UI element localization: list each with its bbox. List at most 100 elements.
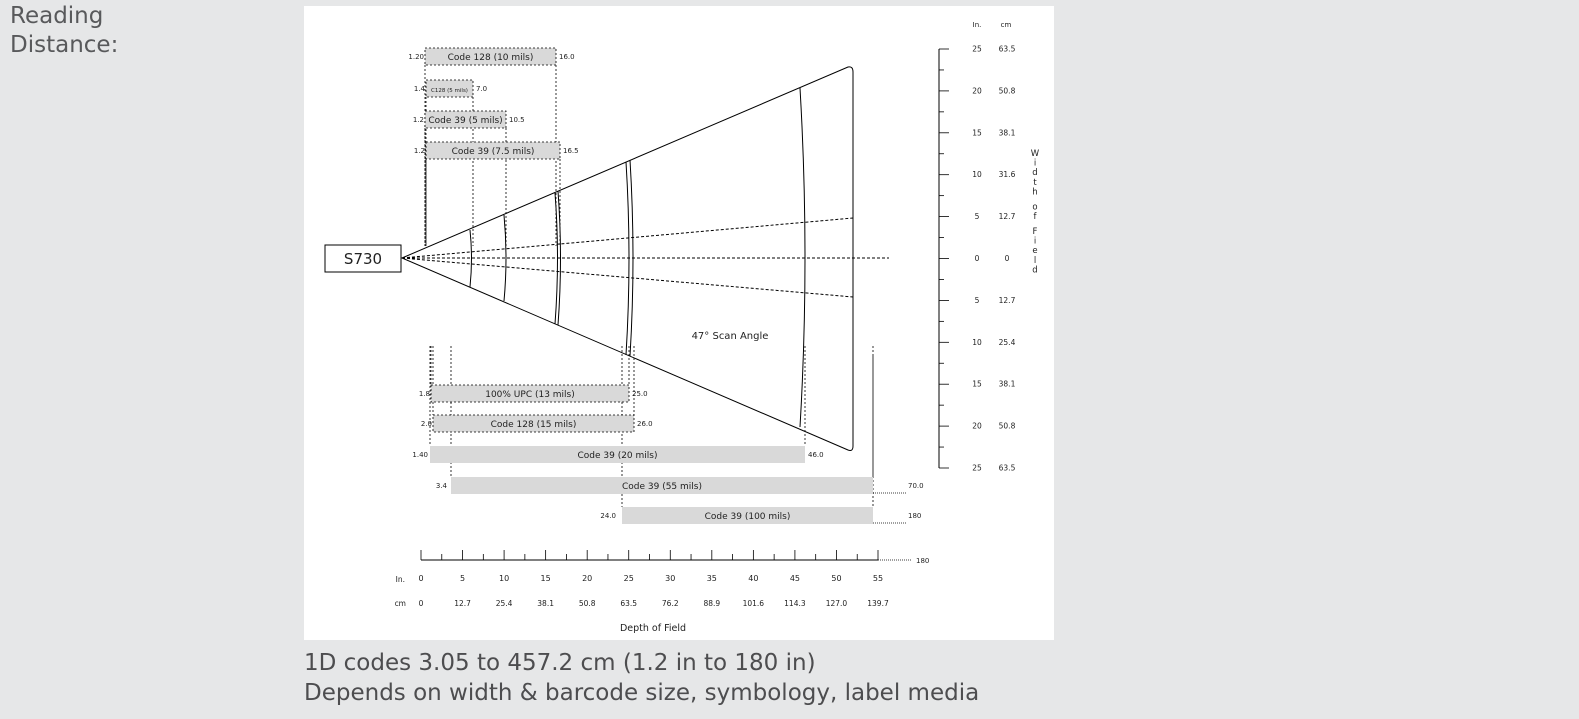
width-tick-label-in: 15 [972, 380, 982, 389]
range-min-value: 3.4 [436, 482, 448, 490]
range-max-value: 180 [908, 512, 921, 520]
range-arc [503, 214, 507, 302]
range-bar-label: Code 128 (15 mils) [491, 420, 577, 430]
range-max-value: 10.5 [509, 116, 525, 124]
range-bar-label: Code 128 (10 mils) [448, 53, 534, 63]
range-bar-label: Code 39 (55 mils) [622, 482, 702, 492]
range-max-value: 25.0 [632, 390, 648, 398]
scan-cone-outline [400, 66, 854, 451]
range-bar [425, 141, 561, 160]
depth-tick-label-in: 30 [665, 574, 675, 583]
width-tick-label-cm: 12.7 [999, 296, 1016, 305]
range-max-value: 46.0 [808, 451, 824, 459]
width-tick-label-in: 25 [972, 464, 982, 473]
range-bar-label: Code 39 (100 mils) [705, 512, 791, 522]
scanner-box [324, 244, 402, 273]
caption-line-1: 1D codes 3.05 to 457.2 cm (1.2 in to 180… [304, 650, 816, 676]
range-bar-label: Code 39 (5 mils) [428, 116, 502, 126]
depth-tick-label-in: 5 [460, 574, 465, 583]
depth-tick-label-in: 25 [624, 574, 634, 583]
depth-tick-label-cm: 88.9 [703, 599, 720, 608]
range-bar-label: Code 39 (20 mils) [577, 451, 657, 461]
range-bar [430, 384, 630, 403]
range-bar [622, 507, 873, 524]
depth-tick-label-in: 45 [790, 574, 800, 583]
range-min-value: 1.2 [413, 116, 424, 124]
width-tick-label-in: 5 [975, 296, 980, 305]
range-arc [629, 159, 634, 357]
range-min-value: 1.8 [419, 390, 430, 398]
depth-tick-label-cm: 76.2 [662, 599, 679, 608]
depth-tick-label-in: 0 [418, 574, 423, 583]
width-tick-label-cm: 63.5 [999, 464, 1016, 473]
cone-inner-line-top [401, 217, 854, 259]
depth-tick-label-in: 55 [873, 574, 883, 583]
width-tick-label-cm: 31.6 [999, 170, 1016, 179]
depth-tick-label-cm: 0 [419, 599, 424, 608]
range-min-value: 1.4 [414, 85, 426, 93]
width-tick-label-cm: 50.8 [999, 86, 1016, 95]
scan-angle-label: 47° Scan Angle [692, 331, 769, 342]
range-arc [554, 192, 558, 325]
depth-axis-end-label: 180 [916, 557, 929, 565]
range-min-value: 24.0 [600, 512, 616, 520]
depth-tick-label-cm: 12.7 [454, 599, 471, 608]
depth-tick-label-cm: 38.1 [537, 599, 554, 608]
range-max-value: 16.5 [563, 147, 579, 155]
depth-tick-label-cm: 101.6 [743, 599, 765, 608]
depth-unit-in: In. [396, 575, 405, 584]
range-bar [424, 110, 507, 129]
label-line-2: Distance: [10, 32, 119, 58]
width-tick-label-cm: 38.1 [999, 128, 1016, 137]
width-tick-label-in: 20 [972, 86, 982, 95]
range-bar-label: C128 (5 mils) [431, 88, 468, 94]
reading-distance-caption: 1D codes 3.05 to 457.2 cm (1.2 in to 180… [304, 648, 979, 708]
width-tick-label-in: 5 [975, 212, 980, 221]
width-tick-label-cm: 50.8 [999, 422, 1016, 431]
range-min-value: 1.40 [412, 451, 428, 459]
caption-line-2: Depends on width & barcode size, symbolo… [304, 680, 980, 706]
width-tick-label-in: 25 [972, 45, 982, 54]
depth-tick-label-in: 40 [748, 574, 758, 583]
depth-unit-cm: cm [395, 599, 406, 608]
range-arc [469, 229, 472, 288]
width-tick-label-cm: 12.7 [999, 212, 1016, 221]
width-tick-label-in: 15 [972, 128, 982, 137]
scanner-label: S730 [344, 250, 382, 268]
width-tick-label-cm: 25.4 [999, 338, 1016, 347]
depth-tick-label-cm: 50.8 [579, 599, 596, 608]
width-tick-label-cm: 38.1 [999, 380, 1016, 389]
width-tick-label-cm: 0 [1005, 254, 1010, 263]
range-max-value: 26.0 [637, 420, 653, 428]
width-tick-label-in: 0 [975, 254, 980, 263]
depth-tick-label-in: 15 [541, 574, 551, 583]
reading-distance-label: Reading Distance: [10, 2, 118, 60]
range-bar [430, 446, 805, 463]
range-bar-label: Code 39 (7.5 mils) [452, 147, 535, 157]
range-bar-label: 100% UPC (13 mils) [485, 390, 575, 400]
range-max-value: 16.0 [559, 53, 575, 61]
depth-tick-label-cm: 127.0 [826, 599, 848, 608]
depth-tick-label-cm: 114.3 [784, 599, 806, 608]
range-arc [799, 87, 806, 428]
width-unit-cm: cm [1001, 21, 1012, 29]
depth-tick-label-in: 10 [499, 574, 509, 583]
range-bar [425, 79, 474, 98]
depth-tick-label-cm: 25.4 [496, 599, 513, 608]
range-bar [424, 47, 557, 66]
width-tick-label-cm: 63.5 [999, 45, 1016, 54]
width-unit-in: In. [973, 21, 982, 29]
depth-of-field-diagram: Code 128 (10 mils) 1.2 0 16.0 C128 (5 mils) 1… [304, 6, 1054, 640]
range-max-value: 7.0 [476, 85, 487, 93]
depth-tick-label-cm: 139.7 [867, 599, 889, 608]
depth-tick-label-in: 50 [831, 574, 841, 583]
depth-of-field-title: Depth of Field [620, 623, 686, 634]
depth-tick-label-cm: 63.5 [620, 599, 637, 608]
label-line-1: Reading [10, 3, 104, 29]
range-arc [625, 161, 630, 356]
width-tick-label-in: 10 [972, 338, 982, 347]
depth-tick-label-in: 35 [707, 574, 717, 583]
range-arc [557, 190, 561, 326]
width-tick-label-in: 20 [972, 422, 982, 431]
